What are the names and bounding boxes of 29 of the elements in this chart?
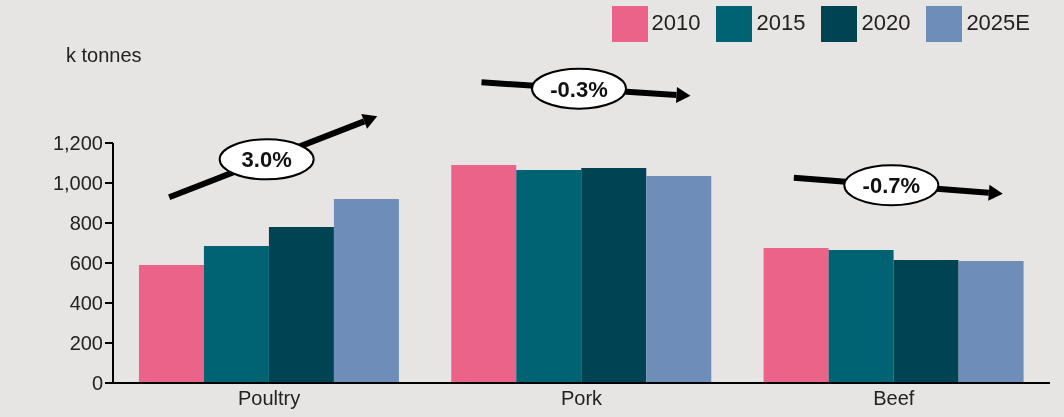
x-tick-label: Poultry: [238, 387, 301, 410]
legend-label: 2010: [651, 9, 701, 35]
bar: [516, 170, 582, 383]
y-axis-title: k tonnes: [66, 44, 142, 67]
legend-label: 2015: [756, 9, 806, 35]
x-tick-label: Pork: [560, 387, 604, 410]
y-tick-label: 1,200: [52, 132, 103, 155]
bar: [763, 248, 829, 383]
text: -0.3%: [550, 76, 608, 102]
x-tick-label: Beef: [873, 387, 915, 410]
y-tick-label: 1,000: [52, 172, 103, 195]
y-tick-label: 400: [69, 292, 103, 315]
bar: [958, 261, 1024, 383]
y-tick-label: 200: [69, 332, 103, 355]
bar: [646, 176, 712, 383]
y-tick-label: 600: [69, 252, 103, 275]
bar: [828, 250, 894, 383]
y-tick-label: 0: [91, 372, 103, 395]
bar: [893, 260, 959, 383]
annotation: -0.7%: [862, 173, 921, 199]
legend-label: 2025E: [966, 9, 1030, 35]
bar: [451, 165, 517, 383]
annotation: 3.0%: [241, 147, 292, 173]
bar: [581, 168, 647, 383]
y-tick-label: 800: [69, 212, 103, 235]
bar: [203, 246, 269, 383]
bar: [268, 227, 334, 383]
legend-label: 2020: [861, 9, 911, 35]
bar: [138, 265, 204, 383]
